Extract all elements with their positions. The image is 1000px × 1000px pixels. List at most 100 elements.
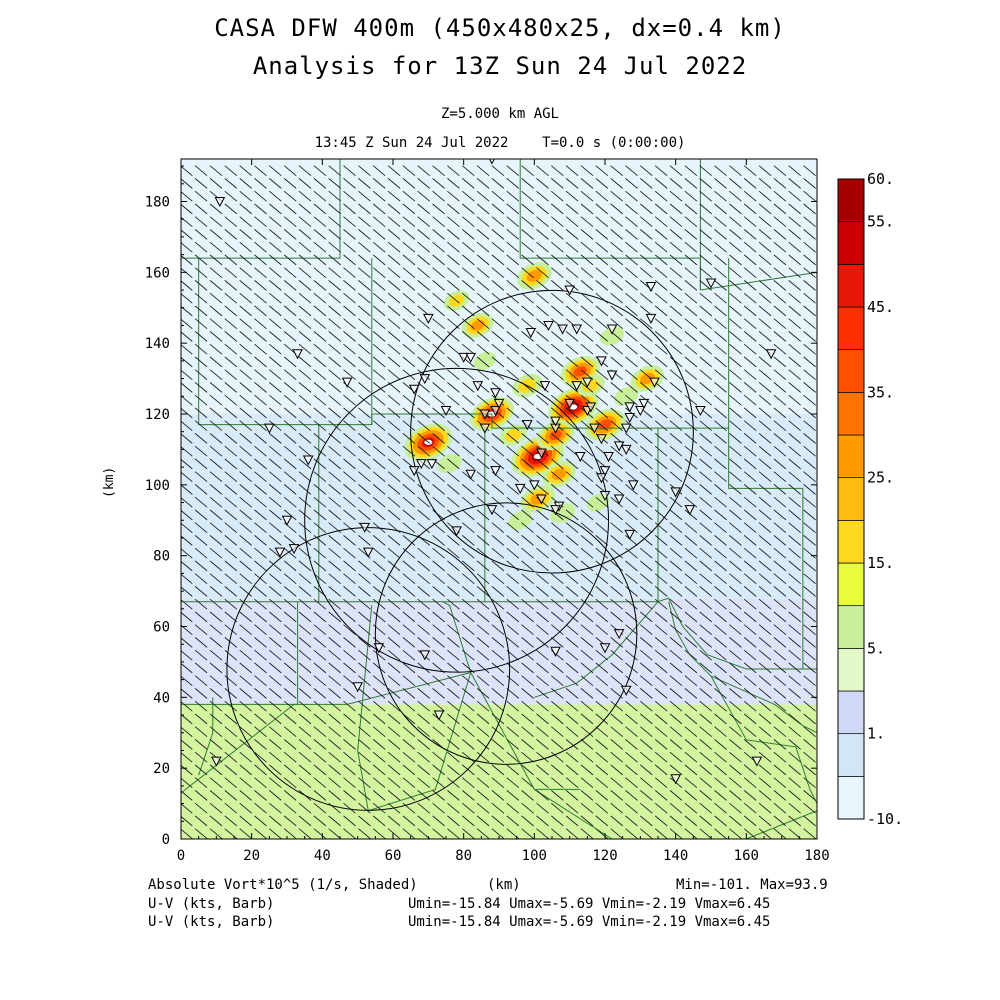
x-tick-label: 120 [592,848,617,864]
radar-range-ring [304,367,610,673]
station-marker [645,282,657,293]
station-marker [359,522,371,533]
station-marker [458,352,469,363]
colorbar-swatch [837,647,865,692]
colorbar-swatch [837,477,865,521]
county-line [181,159,341,259]
vorticity-cell [600,326,625,346]
station-marker [281,515,293,526]
colorbar-label: 35. [867,383,894,401]
colorbar-swatch [837,690,865,735]
min-max-label: Min=-101. Max=93.9 [676,877,828,893]
station-marker [585,402,597,413]
station-marker [479,423,491,434]
station-marker [624,529,636,540]
station-marker [645,313,657,324]
station-marker [606,324,618,335]
station-marker [292,349,303,360]
station-marker [550,416,561,427]
colorbar-label: -10. [867,810,903,828]
station-marker [670,774,681,785]
x-tick-label: 40 [314,848,331,864]
county-line [371,413,729,429]
colorbar-frame [837,178,865,820]
station-marker [599,466,611,477]
y-tick-label: 80 [153,549,170,565]
x-tick-label: 20 [243,848,260,864]
vorticity-cell [542,461,576,488]
colorbar-swatch [837,391,865,436]
station-marker [419,650,431,661]
station-marker [599,490,611,502]
station-marker [490,405,501,417]
colorbar-swatch [837,733,865,777]
colorbar-label: 55. [867,213,894,231]
station-marker [620,423,632,434]
station-marker [536,448,547,459]
station-marker [433,710,445,721]
y-axis-label: (km) [102,466,117,498]
county-line [746,810,817,839]
station-marker [440,405,452,417]
station-marker [603,452,614,463]
y-tick-label: 60 [153,620,170,636]
station-marker [638,398,650,409]
station-marker [479,409,491,420]
wind-barbs [181,165,816,839]
station-marker [582,377,593,388]
station-marker [670,487,681,498]
y-tick-label: 140 [145,336,170,352]
vorticity-cell [499,424,527,447]
station-marker [574,452,586,463]
radar-range-ring [226,527,511,811]
x-tick-label: 80 [455,848,472,864]
y-tick-label: 20 [153,761,170,777]
station-marker [564,285,575,296]
x-tick-label: 100 [522,848,547,864]
station-marker [274,547,286,558]
station-marker [571,324,583,335]
county-line [534,601,659,698]
field-label-vorticity: Absolute Vort*10^5 (1/s, Shaded) [148,877,418,893]
station-marker [423,313,434,324]
y-tick-label: 160 [145,265,170,281]
barb-stats-1: Umin=-15.84 Umax=-5.69 Vmin=-2.19 Vmax=6… [408,896,771,912]
station-marker [543,320,554,332]
colorbar-label: 5. [867,639,885,657]
county-line [198,697,214,776]
station-marker [550,646,561,657]
station-marker [525,328,537,339]
station-marker [352,682,363,693]
chart-subtitle: Analysis for 13Z Sun 24 Jul 2022 [252,52,748,80]
station-marker [451,526,462,537]
station-marker [514,483,526,494]
y-tick-label: 180 [145,195,170,211]
station-marker [635,405,646,417]
station-marker [419,374,431,385]
station-marker [529,480,540,491]
y-tick-label: 100 [145,478,170,494]
station-marker [589,423,600,434]
colorbar-label: 45. [867,298,894,316]
vorticity-cell [473,351,497,370]
x-axis-label: (km) [487,877,521,893]
station-marker [596,434,607,445]
station-marker [362,547,374,558]
station-marker [596,473,607,484]
colorbar-swatch [837,562,865,607]
station-marker [765,349,777,360]
station-marker [426,459,438,470]
station-marker [490,388,501,399]
station-marker [599,643,611,654]
station-marker [606,370,618,381]
station-marker [695,405,706,417]
county-line [657,597,817,670]
vorticity-cell [461,312,494,338]
station-marker [620,685,632,696]
colorbar-swatch [837,221,865,265]
x-tick-label: 180 [804,848,829,864]
station-marker [214,197,226,208]
station-marker [264,423,275,434]
station-marker [472,381,484,392]
station-marker [613,441,625,452]
